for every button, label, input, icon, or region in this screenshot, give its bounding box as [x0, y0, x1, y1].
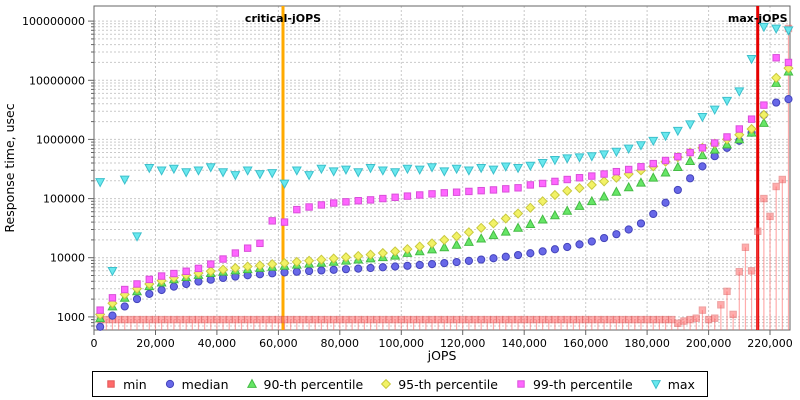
y-tick-label: 100000	[43, 193, 85, 206]
legend-marker-triangle-up-icon	[246, 378, 257, 388]
x-axis-title: jOPS	[427, 348, 457, 363]
legend-label: max	[667, 376, 695, 392]
legend-item-p99: 99-th percentile	[515, 377, 633, 392]
legend-label: min	[123, 376, 147, 392]
x-tick-label: 100,000	[379, 337, 425, 350]
y-tick-label: 10000000	[29, 74, 85, 87]
data-points	[95, 22, 794, 331]
x-tick-label: 80,000	[321, 337, 360, 350]
x-tick-label: 180,000	[624, 337, 670, 350]
x-tick-label: 200,000	[686, 337, 732, 350]
y-tick-label: 100000000	[22, 15, 85, 28]
y-tick-label: 10000	[50, 252, 85, 265]
series-min	[96, 24, 793, 330]
x-tick-label: 60,000	[259, 337, 298, 350]
legend-marker-square-icon	[517, 380, 525, 388]
legend-label: 99-th percentile	[532, 376, 633, 392]
x-tick-label: 20,000	[136, 337, 175, 350]
x-tick-label: 120,000	[440, 337, 486, 350]
legend-label: 90-th percentile	[263, 376, 364, 392]
gridlines	[94, 6, 790, 330]
legend-item-p90: 90-th percentile	[246, 376, 364, 392]
legend-item-min: min	[105, 377, 147, 392]
ref-line-label-max-jOPS: max-jOPS	[728, 12, 788, 25]
legend-item-median: median	[164, 377, 229, 392]
chart-plot: 1000 10000 100000 1000000 10000000 100000000 0…	[2, 5, 794, 363]
x-tick-label: 140,000	[501, 337, 547, 350]
y-axis-title: Response time, usec	[2, 103, 17, 232]
legend-label: median	[181, 376, 229, 392]
legend-item-p95: 95-th percentile	[380, 377, 498, 392]
series-p99	[96, 54, 793, 314]
series-max	[95, 22, 794, 277]
legend-label: 95-th percentile	[398, 376, 498, 392]
legend-marker-diamond-icon	[381, 378, 392, 390]
legend: min median 90-th percentile 95-th percentil…	[0, 371, 800, 397]
x-tick-label: 0	[91, 337, 98, 350]
axes: 1000 10000 100000 1000000 10000000 100000000 0…	[22, 5, 793, 350]
legend-marker-circle-icon	[165, 379, 174, 389]
series-median	[96, 95, 793, 331]
legend-marker-square-icon	[107, 380, 115, 388]
ref-line-label-critical-jOPS: critical-jOPS	[245, 12, 321, 25]
legend-item-max: max	[650, 377, 695, 392]
legend-marker-triangle-down-icon	[650, 380, 661, 390]
x-tick-label: 220,000	[747, 337, 793, 350]
x-tick-label: 160,000	[563, 337, 609, 350]
y-tick-label: 1000000	[36, 133, 85, 146]
y-tick-label: 1000	[57, 311, 85, 324]
legend-box: min median 90-th percentile 95-th percentil…	[92, 371, 708, 397]
x-tick-label: 40,000	[198, 337, 237, 350]
